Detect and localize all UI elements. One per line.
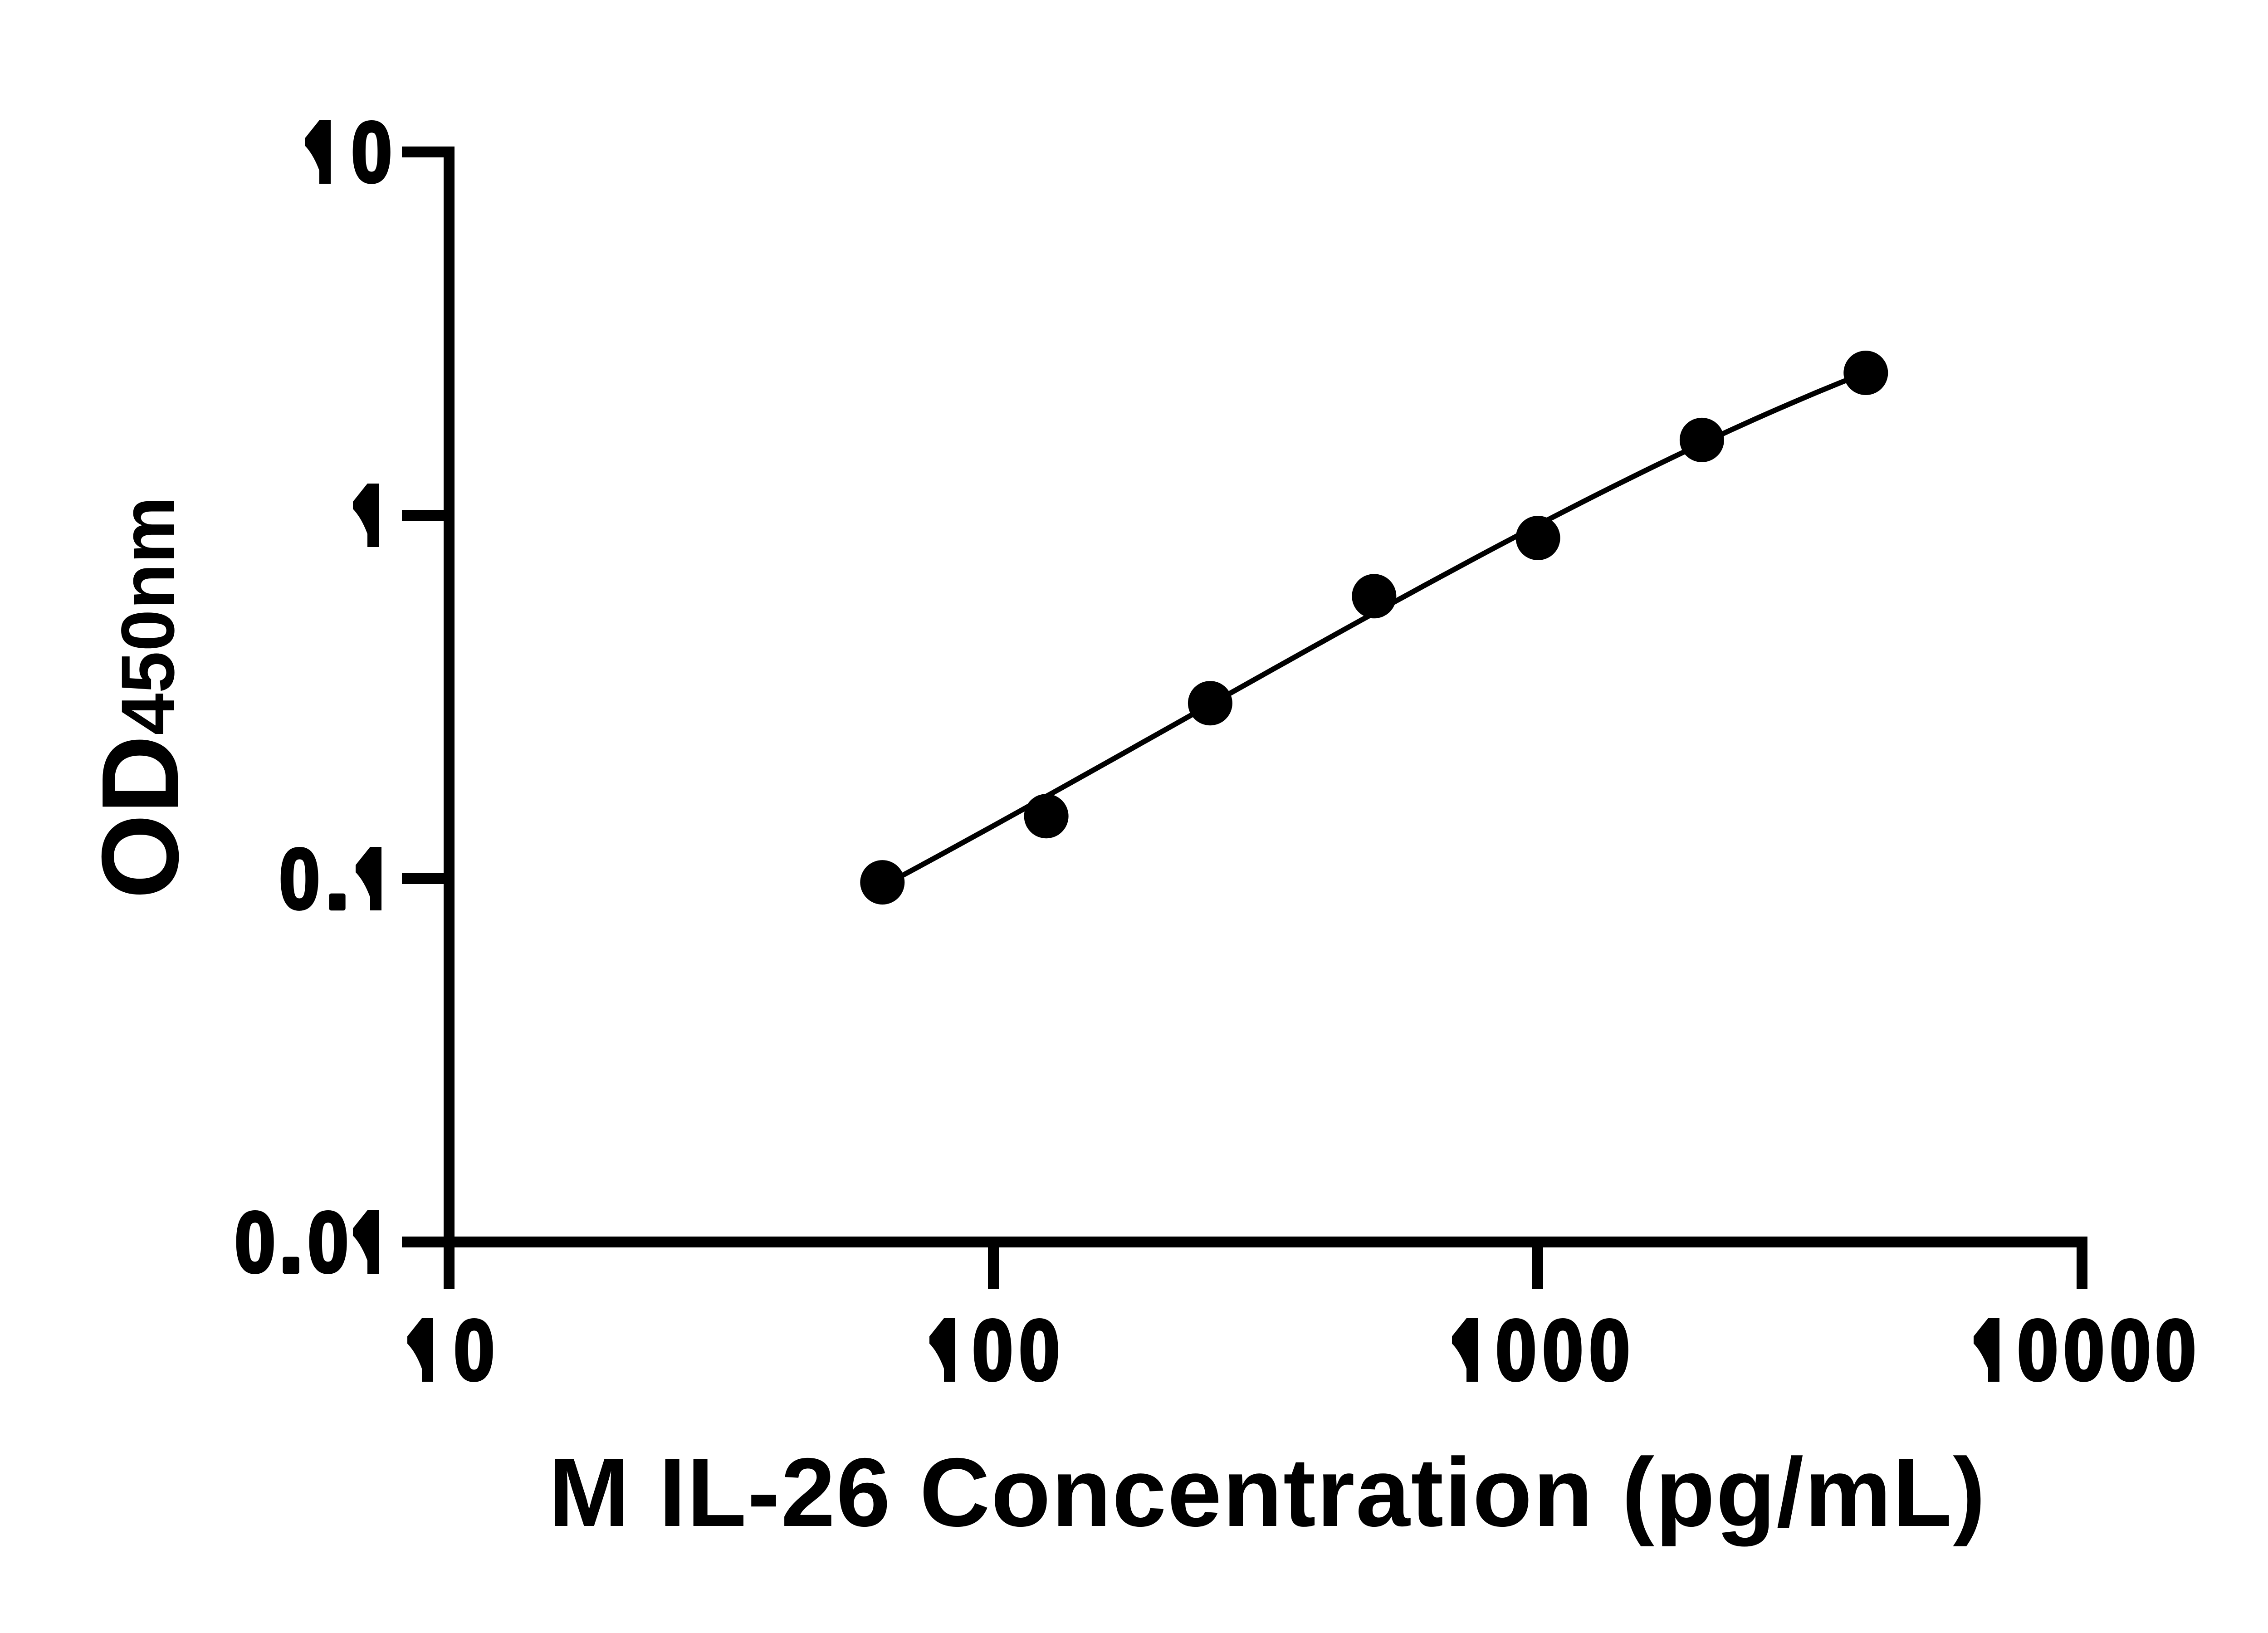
svg-text:0: 0 — [972, 1303, 1013, 1398]
svg-text:0: 0 — [1542, 1303, 1583, 1398]
svg-text:OD450nm: OD450nm — [79, 497, 201, 899]
svg-text:0: 0 — [1589, 1303, 1630, 1398]
svg-text:M IL-26 Concentration (pg/mL): M IL-26 Concentration (pg/mL) — [548, 1437, 1985, 1547]
svg-text:0: 0 — [1019, 1303, 1060, 1398]
svg-text:0: 0 — [2110, 1303, 2151, 1398]
svg-text:0: 0 — [1496, 1303, 1536, 1398]
svg-text:.: . — [325, 831, 349, 927]
svg-text:0: 0 — [2017, 1303, 2058, 1398]
svg-text:0: 0 — [308, 1195, 348, 1291]
svg-text:0: 0 — [454, 1303, 494, 1398]
svg-text:0: 0 — [2063, 1303, 2104, 1398]
svg-text:0: 0 — [2155, 1303, 2196, 1398]
svg-text:0: 0 — [235, 1195, 275, 1291]
svg-text:.: . — [279, 1195, 303, 1291]
svg-text:0: 0 — [351, 105, 392, 200]
svg-text:0: 0 — [279, 831, 320, 927]
